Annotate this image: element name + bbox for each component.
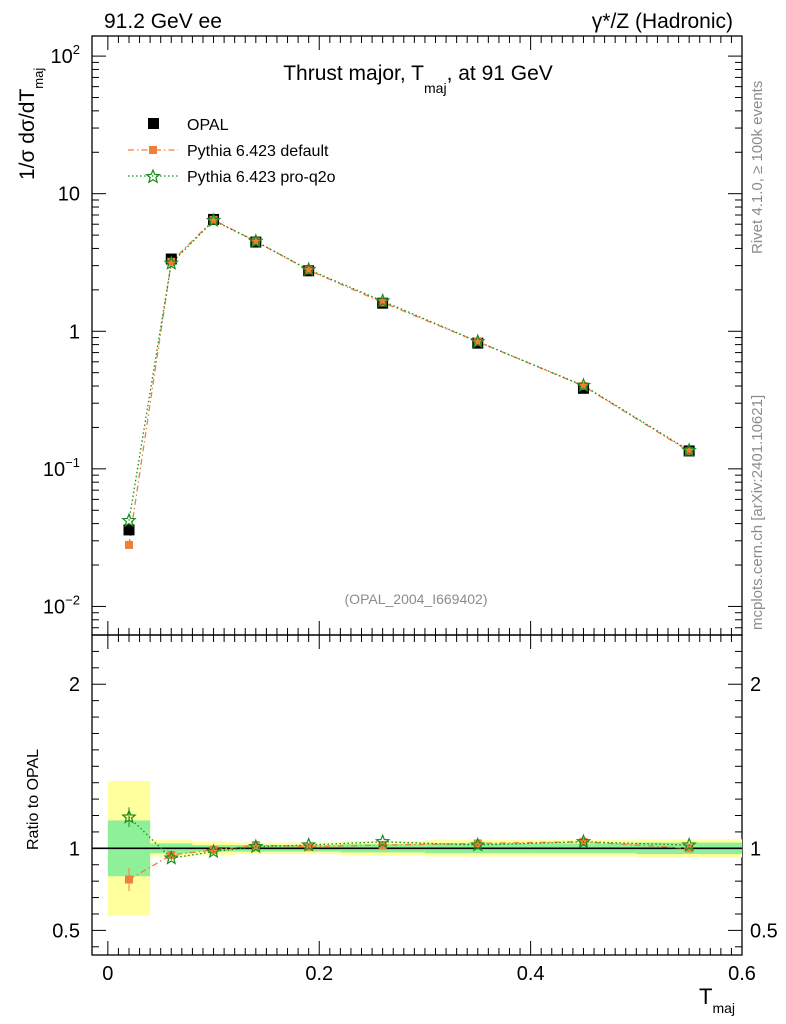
y-tick-label-exponent: 2: [73, 42, 80, 57]
plot-title-suffix: , at 91 GeV: [447, 62, 553, 85]
series-lines: [128, 219, 690, 881]
y-tick-label-exponent: −2: [65, 592, 80, 607]
ratio-tick-label-right: 1: [750, 838, 761, 860]
y-tick-label: 10−2: [43, 592, 80, 618]
pro-q2o-ratio-point: [681, 836, 697, 852]
x-axis-label-main: T: [699, 984, 712, 1009]
legend: OPAL Pythia 6.423 default Pythia 6.423 p…: [128, 117, 336, 186]
default-data-point: [209, 215, 218, 224]
y-axis-label-main: 1/σ dσ/dT: [16, 89, 39, 180]
x-axis-label-subscript: maj: [712, 1000, 735, 1016]
default-data-point: [378, 298, 387, 307]
pro-q2o-data-point: [374, 292, 391, 308]
default-ratio-point: [304, 842, 313, 851]
pro-q2o-data-point: [681, 442, 697, 458]
pro-q2o-ratio-point: [163, 850, 180, 865]
pro-q2o-ratio-point: [121, 808, 137, 824]
y-tick-label-exponent: −1: [65, 455, 80, 470]
pro-q2o-data-point: [121, 512, 137, 528]
default-ratio-point: [473, 839, 482, 848]
rivet-version-label: Rivet 4.1.0, ≥ 100k events: [749, 81, 766, 254]
legend-marker-opal: [148, 118, 159, 129]
series-markers: [121, 212, 697, 891]
pro-q2o-ratio-point: [374, 833, 391, 849]
header-left-label: 91.2 GeV ee: [104, 10, 222, 33]
analysis-tag: (OPAL_2004_I669402): [345, 591, 488, 607]
default-data-point: [124, 540, 133, 549]
y-tick-label-base: 1: [69, 321, 80, 343]
y-tick-label-base: 10: [43, 596, 65, 618]
default-data-point: [167, 257, 176, 266]
default-ratio-point: [124, 875, 133, 884]
pro-q2o-ratio-point: [575, 833, 592, 849]
legend-label-default: Pythia 6.423 default: [187, 143, 329, 160]
y-tick-label-base: 10: [58, 184, 80, 206]
y-axis-label-subscript: maj: [31, 68, 46, 89]
ratio-tick-label-right: 2: [750, 674, 761, 696]
legend-label-opal: OPAL: [187, 117, 229, 134]
legend-marker-pro-q2o: [144, 168, 162, 184]
y-tick-label-base: 10: [43, 459, 65, 481]
pro-q2o-data-point: [205, 212, 222, 228]
opal-data-point: [123, 524, 135, 536]
pro-q2o-data-point: [248, 233, 264, 249]
x-tick-label: 0.4: [517, 963, 545, 985]
x-tick-label: 0.6: [728, 963, 756, 985]
y-tick-label: 102: [51, 42, 80, 68]
legend-marker-default: [149, 146, 157, 154]
ratio-tick-label-left: 0.5: [52, 920, 80, 942]
pro-q2o-ratio-point: [205, 843, 222, 859]
default-data-point: [579, 382, 588, 391]
legend-label-pro-q2o: Pythia 6.423 pro-q2o: [187, 169, 336, 186]
pro-q2o-data-point: [300, 261, 317, 277]
pro-q2o-data-point: [163, 255, 180, 270]
y-tick-label-base: 10: [51, 46, 73, 68]
ratio-axis-label: Ratio to OPAL: [25, 749, 42, 850]
plot-title-main: Thrust major, T: [283, 62, 424, 85]
ratio-tick-label-left: 2: [69, 674, 80, 696]
default-ratio-point: [167, 850, 176, 859]
header-right-label: γ*/Z (Hadronic): [592, 10, 733, 33]
y-axis-label: 1/σ dσ/dTmaj: [16, 68, 46, 180]
default-data-point: [251, 237, 260, 246]
default-data-point: [304, 266, 313, 275]
ratio-tick-label-right: 0.5: [750, 920, 778, 942]
y-tick-label: 1: [69, 321, 80, 343]
default-ratio-point: [209, 845, 218, 854]
y-tick-label: 10−1: [43, 455, 80, 481]
default-ratio-point: [251, 841, 260, 850]
default-data-point: [685, 447, 694, 456]
ratio-bands: [92, 781, 742, 916]
default-data-point: [473, 337, 482, 346]
pro-q2o-data-point: [575, 377, 592, 393]
main-line-default: [128, 219, 690, 546]
pro-q2o-data-point: [470, 333, 486, 349]
plot-title-subscript: maj: [424, 80, 447, 96]
pro-q2o-ratio-point: [300, 836, 317, 852]
ratio-plot-frame: [91, 634, 743, 956]
main-line-pro-q2o: [128, 219, 690, 521]
pro-q2o-ratio-point: [248, 838, 264, 854]
x-tick-label: 0: [102, 963, 113, 985]
x-axis-label: Tmaj: [699, 984, 735, 1016]
plot-title: Thrust major, Tmaj, at 91 GeV: [283, 62, 553, 96]
y-tick-label: 10: [58, 184, 80, 206]
x-tick-label: 0.2: [305, 963, 333, 985]
ratio-line-default: [128, 841, 690, 881]
pro-q2o-ratio-point: [470, 836, 486, 852]
mcplots-label: mcplots.cern.ch [arXiv:2401.10621]: [749, 395, 766, 630]
ratio-tick-label-left: 1: [69, 838, 80, 860]
